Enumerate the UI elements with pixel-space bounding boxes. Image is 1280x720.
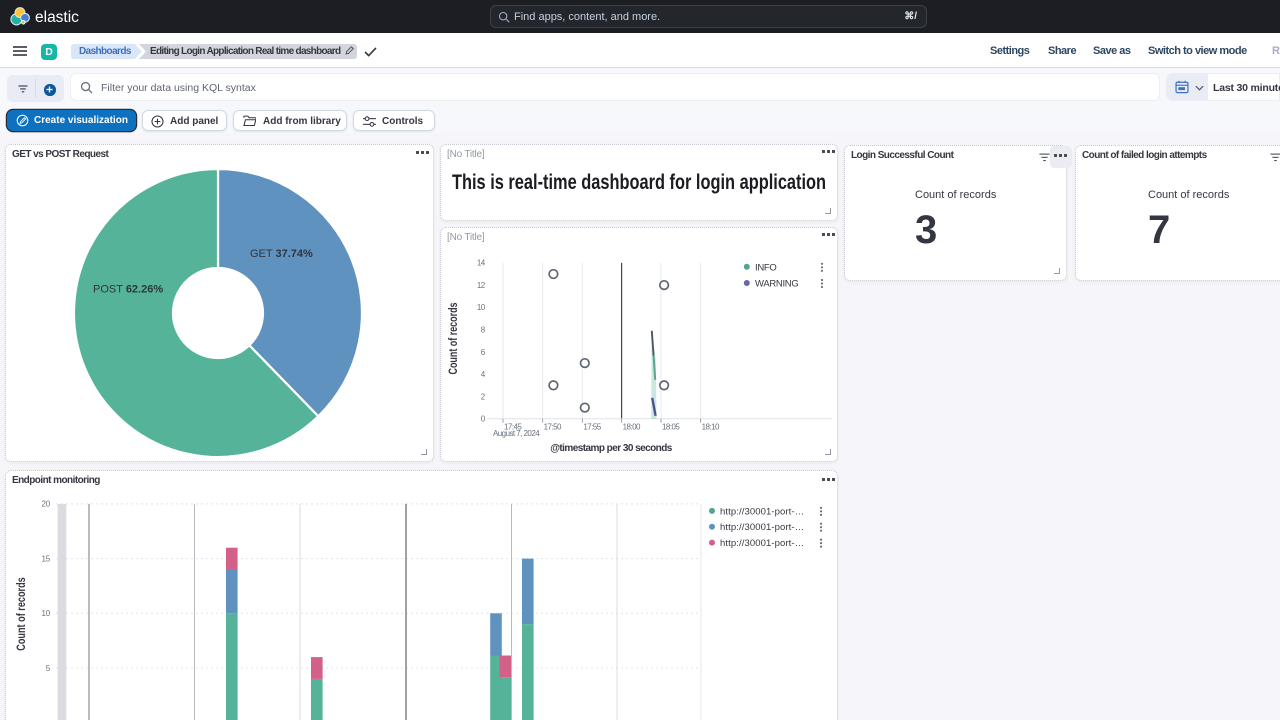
svg-text:17:45: 17:45 [504,423,522,432]
svg-text:17:55: 17:55 [583,423,601,432]
svg-text:2: 2 [481,392,486,401]
svg-text:Count of records: Count of records [448,303,460,375]
svg-text:http://30001-port-…: http://30001-port-… [720,538,804,549]
svg-text:http://30001-port-…: http://30001-port-… [720,522,804,533]
svg-text:15: 15 [42,554,51,563]
svg-text:http://30001-port-…: http://30001-port-… [720,506,804,517]
svg-text:6: 6 [481,348,486,357]
svg-text:10: 10 [42,609,51,618]
svg-text:Count of records: Count of records [16,577,28,651]
svg-text:GET 37.74%: GET 37.74% [250,248,313,260]
svg-text:5: 5 [46,664,51,673]
svg-text:18:00: 18:00 [623,423,641,432]
svg-text:12: 12 [477,281,486,290]
svg-text:WARNING: WARNING [755,279,798,290]
svg-text:20: 20 [42,500,51,509]
svg-text:18:10: 18:10 [702,423,720,432]
svg-text:POST 62.26%: POST 62.26% [93,284,163,296]
svg-text:17:50: 17:50 [544,423,562,432]
svg-text:4: 4 [481,370,486,379]
svg-text:INFO: INFO [755,262,777,273]
svg-text:18:05: 18:05 [662,423,680,432]
svg-text:0: 0 [481,415,486,424]
svg-text:14: 14 [477,259,486,268]
svg-text:10: 10 [477,303,486,312]
svg-text:8: 8 [481,326,486,335]
svg-text:August 7, 2024: August 7, 2024 [493,429,540,438]
svg-text:@timestamp per 30 seconds: @timestamp per 30 seconds [550,443,673,454]
